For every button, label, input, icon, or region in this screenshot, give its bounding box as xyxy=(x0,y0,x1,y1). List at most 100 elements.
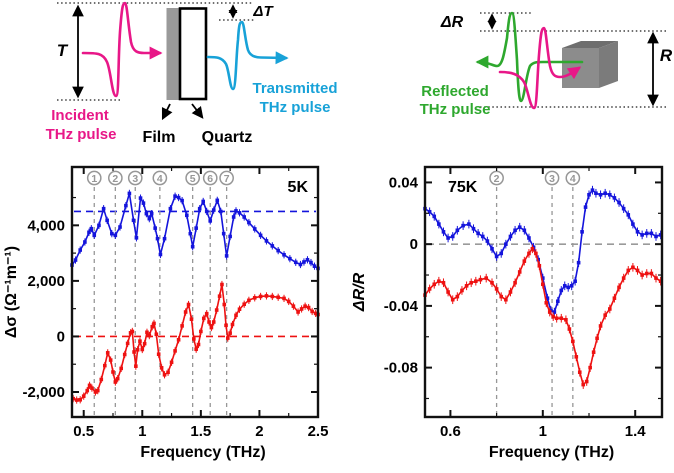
data-marker xyxy=(153,226,157,230)
data-marker xyxy=(247,220,251,225)
data-marker xyxy=(469,280,473,285)
x-tick-label: 1.5 xyxy=(190,423,211,440)
red-series xyxy=(423,244,663,389)
data-marker xyxy=(149,211,154,216)
data-marker xyxy=(522,228,527,233)
data-marker xyxy=(310,309,314,314)
data-marker xyxy=(644,231,649,236)
mode-number: 1 xyxy=(91,173,97,185)
data-marker xyxy=(296,310,300,314)
film-slab xyxy=(166,8,180,100)
data-marker xyxy=(427,209,432,214)
data-marker xyxy=(554,316,559,321)
data-marker xyxy=(640,233,644,237)
data-marker xyxy=(545,296,550,300)
series-line xyxy=(72,284,319,401)
data-marker xyxy=(649,231,654,236)
data-marker xyxy=(90,386,94,390)
data-marker xyxy=(176,337,181,342)
data-marker xyxy=(166,370,170,375)
data-marker xyxy=(476,231,480,236)
mode-circle xyxy=(219,170,234,186)
x-tick-label: 1.4 xyxy=(625,423,647,440)
data-marker xyxy=(621,206,626,211)
data-marker xyxy=(595,336,599,341)
quartz-label: Quartz xyxy=(202,129,253,146)
data-marker xyxy=(162,236,167,241)
data-marker xyxy=(621,276,626,280)
data-marker xyxy=(313,311,318,316)
data-marker xyxy=(513,280,517,285)
data-marker xyxy=(73,258,78,262)
mode-number: 7 xyxy=(224,173,230,185)
data-marker xyxy=(108,358,113,362)
data-marker xyxy=(147,333,152,338)
mode-circle xyxy=(544,170,560,186)
data-marker xyxy=(242,302,246,307)
data-marker xyxy=(276,248,280,253)
data-marker xyxy=(113,233,118,238)
data-marker xyxy=(640,273,644,277)
data-marker xyxy=(234,209,238,213)
data-marker xyxy=(306,305,311,310)
film-label: Film xyxy=(143,129,176,146)
data-marker xyxy=(499,251,504,256)
data-marker xyxy=(587,192,591,197)
data-marker xyxy=(230,322,235,327)
data-marker xyxy=(118,225,122,229)
data-marker xyxy=(450,234,455,239)
x-tick-label: 2.5 xyxy=(308,423,329,440)
data-marker xyxy=(74,398,79,402)
data-marker xyxy=(494,254,499,259)
data-marker xyxy=(494,287,499,291)
delta-r-over-r-chart: 2 3 4 0.6 1 1.4 0.04 0 -0.04 -0.08 Frequency (THz)… xyxy=(351,165,664,461)
transmitted-pulse-label-line1: Transmitted xyxy=(252,80,337,97)
data-marker xyxy=(461,223,465,228)
data-marker xyxy=(584,379,589,384)
data-marker xyxy=(209,325,214,330)
data-marker xyxy=(270,294,275,299)
data-marker xyxy=(211,320,216,324)
data-marker xyxy=(168,206,173,211)
data-marker xyxy=(231,215,236,219)
data-marker xyxy=(103,363,107,368)
data-marker xyxy=(138,339,142,343)
transmitted-pulse-label-line2: THz pulse xyxy=(260,99,331,116)
data-marker xyxy=(196,342,201,347)
data-marker xyxy=(95,388,100,393)
mode-number: 3 xyxy=(549,173,555,185)
data-marker xyxy=(635,230,640,234)
data-marker xyxy=(583,205,588,209)
data-marker xyxy=(221,231,226,236)
data-marker xyxy=(576,260,581,265)
data-marker xyxy=(162,372,167,377)
data-marker xyxy=(607,192,612,197)
mode-number: 4 xyxy=(570,173,576,185)
data-marker xyxy=(87,230,91,235)
mode-circle xyxy=(202,170,218,186)
data-marker xyxy=(134,364,138,368)
data-marker xyxy=(485,239,490,243)
data-marker xyxy=(522,259,527,263)
data-marker xyxy=(603,191,607,196)
data-marker xyxy=(305,257,310,262)
data-marker xyxy=(504,297,508,302)
data-marker xyxy=(208,219,213,223)
data-marker xyxy=(169,360,174,365)
y-axis-label: ΔR/R xyxy=(351,272,368,312)
data-marker xyxy=(534,251,538,256)
data-marker xyxy=(180,198,184,203)
data-marker xyxy=(226,336,230,340)
y-tick-label: 4,000 xyxy=(27,217,65,234)
data-marker xyxy=(258,294,263,299)
data-marker xyxy=(228,331,232,335)
data-marker xyxy=(441,280,446,285)
data-marker xyxy=(78,397,82,402)
data-marker xyxy=(247,298,251,303)
data-marker xyxy=(626,268,631,273)
data-marker xyxy=(154,332,159,337)
transmitted-pulse-waveform xyxy=(206,20,289,91)
data-marker xyxy=(105,351,110,355)
cube-top-face xyxy=(562,41,618,48)
data-marker xyxy=(530,246,535,251)
